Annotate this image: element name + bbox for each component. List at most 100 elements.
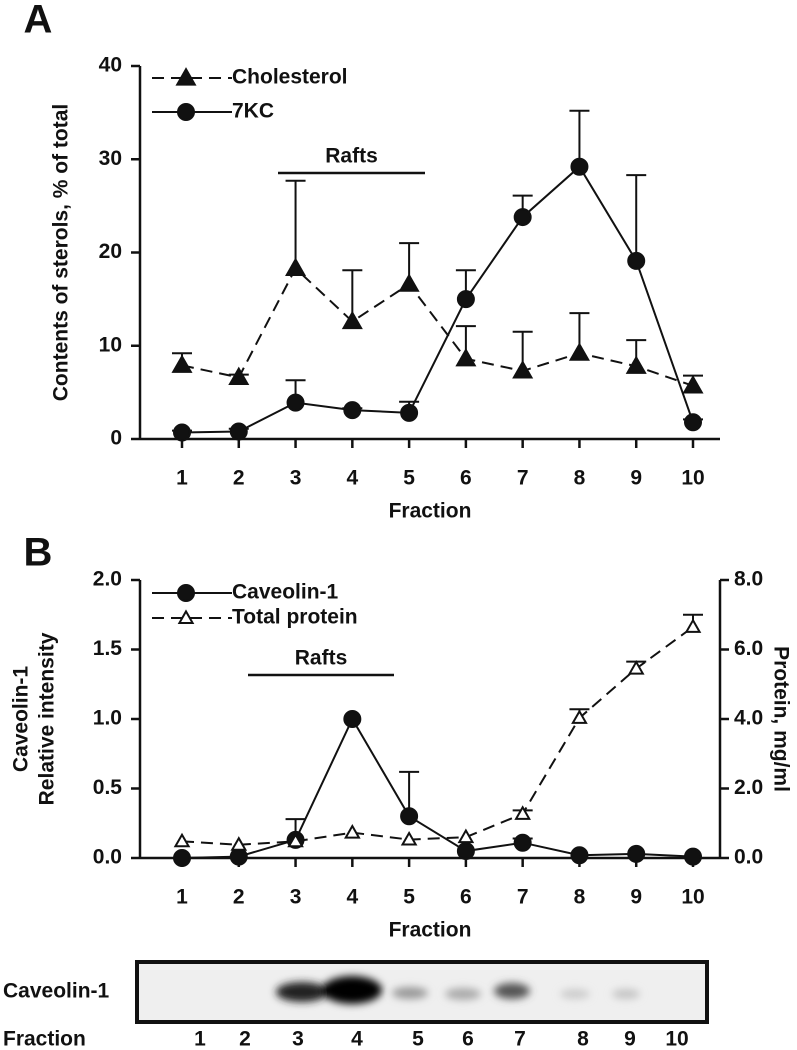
x-tick-label: 6 <box>460 467 472 490</box>
x-tick-label: 3 <box>290 467 302 490</box>
point <box>398 273 420 292</box>
point <box>627 844 646 863</box>
panel-letter: B <box>24 531 53 575</box>
x-tick-label: 10 <box>681 886 704 909</box>
point <box>512 360 534 379</box>
legend-label: Caveolin-1 <box>232 581 339 604</box>
lane-label: 7 <box>514 1028 526 1050</box>
point <box>684 413 702 432</box>
legend-marker <box>177 584 195 602</box>
band <box>322 976 382 1004</box>
point <box>285 257 307 276</box>
point <box>684 618 702 633</box>
y-tick-label: 2.0 <box>93 568 122 591</box>
point <box>343 401 362 420</box>
point <box>400 830 418 846</box>
point <box>455 347 477 367</box>
point <box>400 403 419 422</box>
lane-label: 3 <box>292 1028 304 1050</box>
x-tick-label: 4 <box>346 467 358 490</box>
point <box>514 805 531 820</box>
point <box>627 659 645 675</box>
x-tick-label: 8 <box>574 886 586 909</box>
error-bar <box>285 179 306 269</box>
x-tick-label: 10 <box>681 467 704 490</box>
y-tick-label: 0.5 <box>93 776 123 799</box>
x-tick-label: 8 <box>574 467 586 490</box>
y2-tick-label: 0.0 <box>734 846 763 869</box>
lane-label: 1 <box>194 1028 206 1050</box>
point <box>230 836 248 851</box>
y-tick-label: 40 <box>99 54 122 77</box>
band <box>392 987 428 999</box>
y-axis-label: Caveolin-1 <box>10 666 33 773</box>
point <box>513 833 532 852</box>
legend-marker <box>175 67 197 86</box>
panel-letter: A <box>24 0 53 42</box>
error-bar <box>626 174 647 261</box>
annotation: Rafts <box>295 647 348 670</box>
series-line <box>181 266 694 387</box>
x-tick-label: 5 <box>403 886 415 909</box>
lane-label: 10 <box>665 1028 688 1050</box>
x-tick-label: 5 <box>403 467 415 490</box>
x-tick-label: 7 <box>517 886 529 909</box>
x-axis-label: Fraction <box>389 500 472 523</box>
x-tick-label: 1 <box>176 467 188 490</box>
y2-tick-label: 8.0 <box>734 568 763 591</box>
legend-marker <box>177 609 195 624</box>
point <box>341 310 363 330</box>
x-tick-label: 7 <box>517 467 529 490</box>
point <box>173 832 191 848</box>
legend-label: Cholesterol <box>232 66 348 89</box>
y2-tick-label: 2.0 <box>734 776 763 799</box>
x-tick-label: 9 <box>630 467 642 490</box>
y-tick-label: 20 <box>99 240 122 263</box>
legend-label: Total protein <box>232 606 358 629</box>
point <box>570 157 589 176</box>
band <box>560 989 590 999</box>
y-tick-label: 1.0 <box>93 707 122 730</box>
point <box>627 251 646 270</box>
point <box>568 342 590 361</box>
band <box>612 989 640 999</box>
point <box>171 354 193 373</box>
point <box>229 847 248 866</box>
point <box>228 366 250 386</box>
point <box>571 709 588 724</box>
x-axis-label: Fraction <box>389 919 472 942</box>
y2-tick-label: 6.0 <box>734 637 763 660</box>
y-tick-label: 10 <box>99 333 122 356</box>
point <box>570 846 589 865</box>
series-line <box>181 165 694 434</box>
lane-label: 2 <box>239 1028 251 1050</box>
y-axis-label: Contents of sterols, % of total <box>50 104 73 402</box>
y-axis-label: Relative intensity <box>36 632 59 805</box>
x-tick-label: 6 <box>460 886 472 909</box>
point <box>344 824 361 839</box>
point <box>229 422 248 441</box>
x-tick-label: 4 <box>346 886 358 909</box>
point <box>682 375 704 394</box>
band <box>276 982 328 1002</box>
legend-marker <box>177 103 195 121</box>
annotation: Rafts <box>325 145 378 168</box>
band <box>494 983 530 999</box>
lane-label: 9 <box>624 1028 636 1050</box>
point <box>343 710 362 728</box>
point <box>286 393 305 412</box>
lane-label: 4 <box>351 1028 363 1050</box>
point <box>513 208 532 227</box>
series-line <box>181 716 694 859</box>
point <box>457 828 475 844</box>
blot-label: Caveolin-1 <box>3 980 110 1003</box>
blot-bands <box>276 976 640 1004</box>
lane-label: 8 <box>577 1028 589 1050</box>
lane-label: 6 <box>462 1028 474 1050</box>
y-tick-label: 30 <box>99 147 122 170</box>
point <box>173 849 191 867</box>
lane-label: 5 <box>412 1028 424 1050</box>
point <box>400 807 419 826</box>
y2-tick-label: 4.0 <box>734 707 763 730</box>
